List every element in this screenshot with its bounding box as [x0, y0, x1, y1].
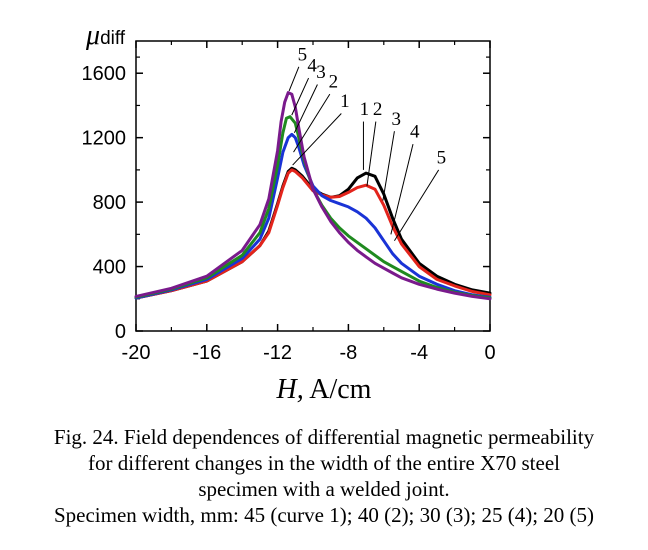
curve-label-4: 4: [307, 56, 317, 77]
caption-line-2: for different changes in the width of th…: [88, 451, 560, 475]
curve-label-2: 2: [329, 72, 339, 93]
caption-line-4: Specimen width, mm: 45 (curve 1); 40 (2)…: [0, 502, 648, 528]
series-line-3: [134, 132, 492, 300]
curve-label-5: 5: [437, 147, 447, 168]
curve-label-3: 3: [316, 62, 326, 83]
curve-label-5: 5: [298, 44, 308, 65]
leader-line: [393, 169, 440, 242]
leader-line: [293, 84, 318, 134]
caption-line-4-text: Specimen width, mm: 45 (curve 1); 40 (2)…: [53, 503, 595, 527]
x-axis: -20 -16 -12 -8 -4 0: [122, 41, 496, 364]
y-tick-label: 0: [115, 321, 126, 343]
caption-line-1: Fig. 24. Field dependences of differenti…: [53, 425, 595, 449]
series-layer: [134, 91, 492, 301]
curve-label-1: 1: [340, 91, 350, 112]
caption-line-3: specimen with a welded joint.: [198, 477, 450, 501]
leader-line: [292, 113, 342, 166]
y-tick-label: 1600: [82, 63, 127, 85]
y-axis-title: μdiff: [85, 20, 126, 51]
leader-line: [366, 121, 377, 187]
x-tick-label: -4: [410, 342, 428, 364]
series-line-5: [134, 91, 492, 301]
curve-label-2: 2: [373, 99, 383, 120]
y-tick-label: 1200: [82, 128, 127, 150]
curve-label-1: 1: [360, 99, 370, 120]
y-tick-label: 800: [93, 192, 126, 214]
figure-caption: Fig. 24. Field dependences of differenti…: [0, 424, 648, 528]
x-tick-label: 0: [484, 342, 495, 364]
leader-line: [390, 143, 414, 235]
leader-line: [291, 77, 310, 116]
y-tick-label: 400: [93, 257, 126, 279]
x-tick-label: -12: [263, 342, 292, 364]
curve-label-3: 3: [391, 109, 401, 130]
curve-label-4: 4: [410, 122, 420, 143]
x-axis-title: H, A/cm: [276, 374, 372, 405]
series-line-2: [134, 168, 492, 300]
x-tick-label: -8: [340, 342, 358, 364]
x-tick-label: -20: [122, 342, 151, 364]
leader-line: [382, 131, 395, 201]
leader-line: [293, 93, 331, 153]
leader-line: [288, 66, 300, 92]
curve-labels: 54 3 21 1 2 345: [288, 44, 447, 242]
y-axis: 0 400 800 1200 1600: [82, 56, 490, 343]
x-tick-label: -16: [192, 342, 221, 364]
